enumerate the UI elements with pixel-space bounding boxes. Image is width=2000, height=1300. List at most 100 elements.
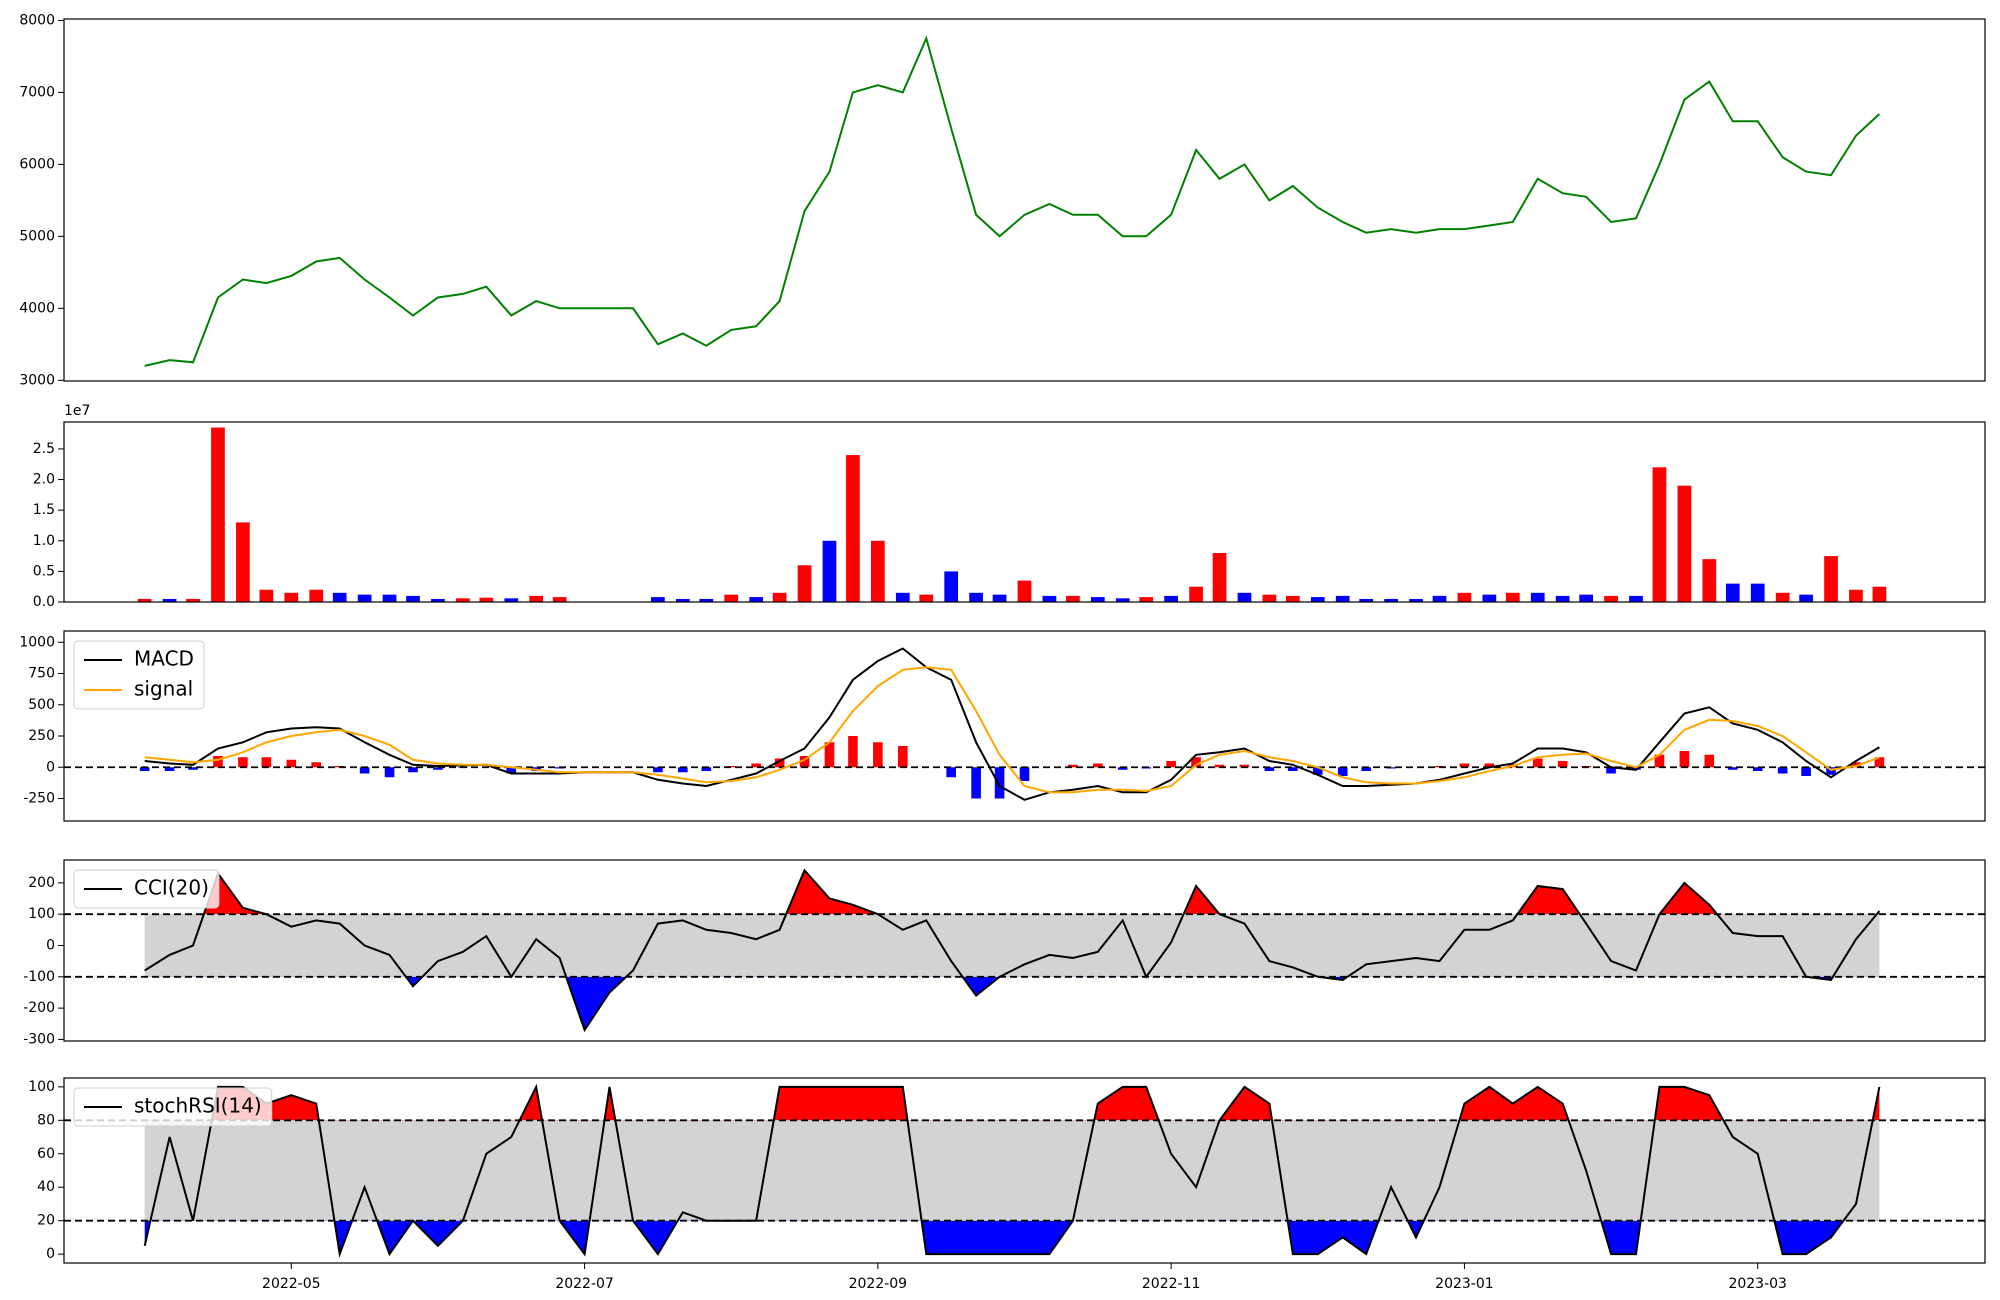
neutral-band [144, 914, 1880, 977]
volume-bar [724, 594, 739, 602]
histogram-bar [701, 767, 712, 771]
y-tick-label: 0 [46, 1246, 55, 1262]
volume-bar [456, 598, 470, 602]
volume-bar [944, 571, 959, 602]
histogram-bar [1019, 767, 1030, 781]
histogram-bar [824, 742, 835, 768]
histogram-bar [897, 746, 908, 768]
volume-bar [1310, 597, 1325, 602]
histogram-bar [1752, 767, 1763, 771]
histogram-bar [848, 736, 858, 768]
axes-frame [63, 18, 1986, 382]
histogram-bar [653, 767, 663, 773]
volume-bar [1164, 595, 1178, 602]
volume-bar [1017, 580, 1032, 602]
volume-bar [162, 598, 177, 602]
histogram-bar [1117, 767, 1128, 770]
histogram-bar [408, 767, 418, 773]
volume-bar [236, 522, 250, 602]
y-tick-label: 0 [46, 759, 55, 775]
x-tick-label: 2022-11 [1142, 1276, 1201, 1292]
series-line [144, 868, 1881, 1033]
y-tick-label: 250 [28, 728, 55, 744]
histogram-bar [1484, 763, 1495, 768]
volume-bar [1237, 592, 1252, 602]
volume-bar [1066, 595, 1080, 602]
volume-bar [871, 540, 885, 602]
volume-bar [699, 598, 714, 602]
histogram-bar [946, 767, 956, 778]
volume-bar [1189, 586, 1203, 602]
volume-bar [1775, 592, 1790, 602]
volume-bar [992, 594, 1007, 602]
volume-bar [651, 597, 665, 602]
axes-frame [63, 421, 1986, 603]
histogram-bar [1704, 754, 1715, 768]
volume-bar [1384, 598, 1398, 602]
legend-box [73, 640, 205, 710]
volume-bar [186, 598, 200, 602]
histogram-bar [1337, 767, 1348, 776]
histogram-bar [1264, 767, 1275, 771]
volume-bar [1335, 595, 1350, 602]
histogram-bar [1777, 767, 1788, 774]
series-line [144, 666, 1880, 794]
volume-bar [1677, 485, 1692, 602]
histogram-bar [164, 767, 175, 771]
volume-bar [332, 592, 347, 602]
y-tick-label: 1000 [19, 634, 55, 650]
volume-bar [1702, 559, 1717, 602]
volume-bar [772, 592, 787, 602]
volume-bar [675, 598, 690, 602]
histogram-bar [799, 756, 810, 768]
upper-fill [203, 870, 1880, 915]
volume-bar [1115, 598, 1130, 602]
histogram-bar [678, 767, 688, 773]
histogram-bar [311, 762, 322, 768]
legend-label: signal [134, 677, 193, 701]
y-tick-label: 2.5 [33, 441, 55, 457]
volume-bar [822, 540, 837, 602]
histogram-bar [433, 767, 443, 770]
histogram-bar [1606, 767, 1616, 774]
volume-bar [1750, 583, 1765, 602]
x-tick-label: 2023-03 [1728, 1276, 1787, 1292]
volume-bar [1409, 598, 1423, 602]
volume-bar [919, 594, 934, 602]
volume-bar [406, 595, 420, 602]
y-tick-label: 80 [37, 1112, 55, 1128]
volume-bar [797, 565, 812, 602]
y-tick-label: 0 [46, 937, 55, 953]
volume-bar [284, 592, 299, 602]
histogram-bar [1459, 763, 1470, 768]
legend-label: MACD [134, 647, 194, 671]
y-tick-label: 100 [28, 1079, 55, 1095]
volume-bar [1604, 595, 1618, 602]
histogram-bar [1239, 764, 1250, 768]
volume-bar [1849, 589, 1863, 602]
y-tick-label: 500 [28, 697, 55, 713]
histogram-bar [1851, 762, 1861, 768]
axes-frame [63, 630, 1986, 822]
y-tick-label: 100 [28, 906, 55, 922]
histogram-bar [1166, 761, 1176, 768]
volume-bar [1042, 595, 1057, 602]
y-tick-label: 60 [37, 1146, 55, 1162]
series-line [143, 1083, 1881, 1259]
volume-bar [479, 597, 494, 602]
y-tick-label: 5000 [19, 228, 55, 244]
legend-label: CCI(20) [134, 876, 209, 900]
histogram-bar [1874, 757, 1885, 768]
histogram-bar [1068, 764, 1078, 768]
volume-bar [1555, 595, 1570, 602]
histogram-bar [188, 767, 198, 770]
volume-bar [552, 597, 567, 602]
histogram-bar [1386, 767, 1396, 769]
histogram-bar [238, 757, 248, 768]
volume-bar [1359, 598, 1374, 602]
histogram-bar [1361, 767, 1371, 771]
volume-bar [969, 592, 983, 602]
volume-bar [1457, 592, 1472, 602]
volume-bar [382, 594, 397, 602]
